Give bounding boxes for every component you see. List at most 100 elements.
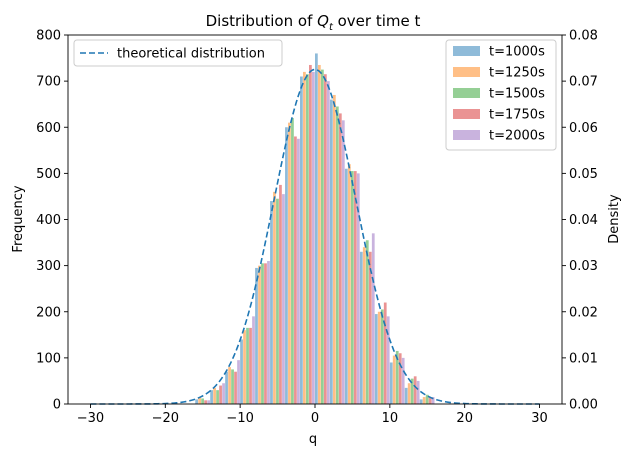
theoretical-curve xyxy=(90,68,540,405)
histogram-bar xyxy=(317,64,321,404)
x-axis-label: q xyxy=(309,432,317,447)
histogram-bar xyxy=(398,353,402,404)
x-tick-label: 30 xyxy=(531,411,548,426)
legend-swatch xyxy=(453,67,480,77)
legend-swatch xyxy=(453,46,480,56)
y-tick-label: 300 xyxy=(36,259,61,274)
legend-theoretical: theoretical distribution xyxy=(73,39,283,67)
histogram-bar xyxy=(225,371,228,404)
legend-swatch xyxy=(453,88,480,98)
x-tick-label: −20 xyxy=(152,411,179,426)
histogram-bar xyxy=(347,164,351,404)
histogram-bar xyxy=(201,398,204,404)
histogram-bar xyxy=(300,76,303,404)
histogram-bar xyxy=(276,198,279,404)
legend-label: t=1500s xyxy=(489,87,545,102)
histogram-bar xyxy=(383,302,387,404)
y-tick-label: 600 xyxy=(36,121,61,136)
histogram-bar xyxy=(279,184,282,404)
histogram-bar xyxy=(204,400,207,404)
histogram-bar xyxy=(380,309,384,404)
histogram-bar xyxy=(338,113,342,404)
histogram-bar xyxy=(359,251,363,404)
histogram-bar xyxy=(243,330,246,404)
histogram-bar xyxy=(326,81,330,405)
histogram-bar xyxy=(246,327,249,404)
histogram-bar xyxy=(312,71,315,405)
histogram-bar xyxy=(219,385,222,404)
histogram-bar xyxy=(231,369,234,404)
histogram-bar xyxy=(240,339,243,404)
y2-tick-label: 0.05 xyxy=(569,167,598,182)
histogram-bar xyxy=(252,316,255,404)
histogram-bar xyxy=(222,383,225,404)
histogram-bar xyxy=(258,265,261,405)
histogram-bar xyxy=(315,53,318,404)
legend-label: t=1750s xyxy=(489,108,545,123)
histogram-bar xyxy=(392,355,396,404)
y2-tick-label: 0.07 xyxy=(569,75,598,90)
histogram-bar xyxy=(425,394,429,404)
plot-area: −30 −20 −10 0 10 20 30010020030040050060070080… xyxy=(36,29,598,427)
histogram-bar xyxy=(198,397,201,404)
histogram-bar xyxy=(288,122,291,404)
histogram-bar xyxy=(285,127,288,404)
histogram-bar xyxy=(368,251,372,404)
x-tick-label: −30 xyxy=(77,411,104,426)
histogram-bar xyxy=(306,74,309,405)
histogram-bar xyxy=(291,118,294,405)
y2-tick-label: 0.01 xyxy=(569,351,598,366)
histogram-bar xyxy=(309,64,312,404)
histogram-bar xyxy=(228,367,231,404)
histogram-bar xyxy=(195,399,198,404)
histogram-bar xyxy=(234,371,237,404)
y-tick-label: 700 xyxy=(36,75,61,90)
x-tick-label: 0 xyxy=(311,411,319,426)
y2-tick-label: 0.06 xyxy=(569,121,598,136)
histogram-bar xyxy=(249,327,252,404)
histogram-bar xyxy=(264,263,267,404)
y-tick-label: 0 xyxy=(53,398,61,413)
histogram-bar xyxy=(401,357,405,405)
histogram-bar xyxy=(431,397,435,404)
chart-title: Distribution of Qt over time t xyxy=(206,12,421,33)
x-tick-label: 10 xyxy=(382,411,399,426)
histogram-bar xyxy=(261,263,264,404)
histogram-bar xyxy=(237,360,240,404)
y-tick-label: 500 xyxy=(36,167,61,182)
legend-label: t=1250s xyxy=(489,66,545,81)
y2-tick-label: 0.08 xyxy=(569,29,598,44)
histogram-bar xyxy=(350,171,354,404)
histogram-bar xyxy=(389,362,393,404)
y2-tick-label: 0.03 xyxy=(569,259,598,274)
histogram-bar xyxy=(404,387,408,404)
histogram-bar xyxy=(297,138,300,404)
histogram-bar xyxy=(335,106,339,405)
legend-series: t=1000s t=1250s t=1500s t=1750s t=2000s xyxy=(445,39,557,151)
y-tick-label: 200 xyxy=(36,305,61,320)
legend-box xyxy=(73,39,283,67)
y-axis-label: Frequency xyxy=(11,185,26,252)
x-tick-label: −10 xyxy=(226,411,253,426)
histogram-bar xyxy=(344,168,348,404)
histogram-bar xyxy=(329,99,333,404)
histogram-bar xyxy=(356,173,360,405)
histogram-bar xyxy=(365,240,369,404)
histogram-bar xyxy=(407,383,411,404)
y-tick-label: 100 xyxy=(36,351,61,366)
x-tick-label: 20 xyxy=(456,411,473,426)
legend-label: t=2000s xyxy=(489,129,545,144)
histogram-bar xyxy=(341,120,345,404)
y2-tick-label: 0.02 xyxy=(569,305,598,320)
histogram-bar xyxy=(362,247,366,404)
histogram-bar xyxy=(267,261,270,404)
histogram-bar xyxy=(413,376,417,404)
histogram-bar xyxy=(410,378,414,404)
histogram-bar xyxy=(282,194,285,404)
histogram-bar xyxy=(353,171,357,404)
y-tick-label: 800 xyxy=(36,29,61,44)
y2-tick-label: 0.00 xyxy=(569,398,598,413)
histogram-bar xyxy=(395,350,399,404)
histogram-bar xyxy=(294,136,297,405)
